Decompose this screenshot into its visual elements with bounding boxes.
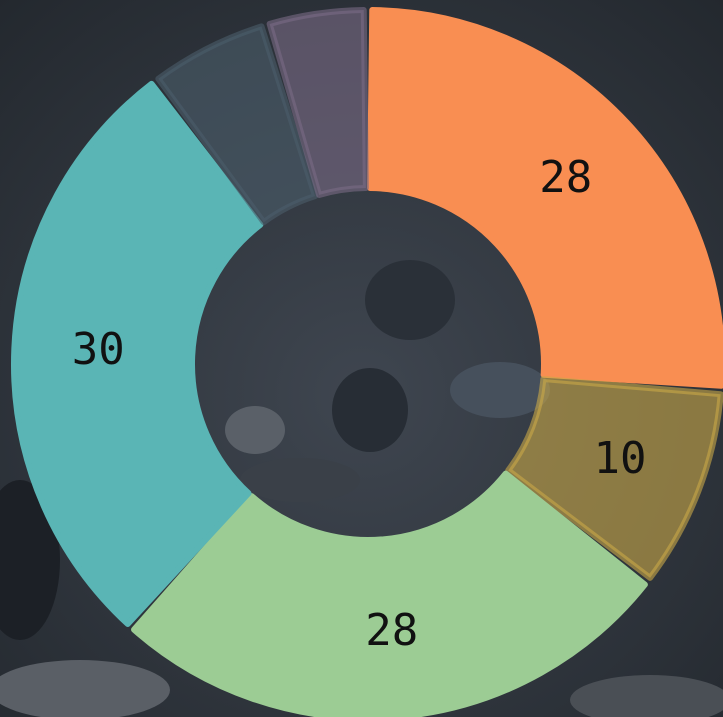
value-label: 10 (594, 433, 647, 484)
value-label: 28 (365, 605, 418, 656)
value-label: 30 (72, 324, 125, 375)
chart: 28 10 28 30 (0, 0, 723, 717)
value-label: 28 (539, 152, 592, 203)
